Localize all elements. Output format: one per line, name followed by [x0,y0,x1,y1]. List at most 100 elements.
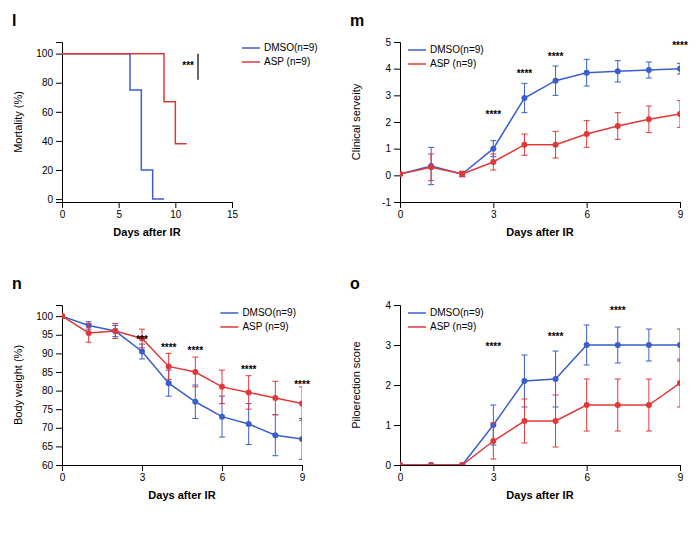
marker [428,462,434,465]
tick: 0 [60,465,66,483]
tick-label: 70 [42,422,54,433]
axis-line [394,43,401,203]
tick-label: 75 [42,404,54,415]
annotation: **** [548,51,564,62]
error-bar [490,154,496,170]
legend-swatch [220,326,238,328]
tick-mark [680,465,681,471]
legend-label: ASP (n=9) [264,56,310,67]
tick-label: 3 [491,472,497,483]
tick: 40 [42,136,62,147]
tick: 10 [170,202,182,220]
marker [192,399,198,405]
marker [521,142,527,148]
marker [615,68,621,74]
panel-label: m [350,12,364,29]
error-bar [272,415,278,456]
marker [553,142,559,148]
marker [521,378,527,384]
marker [272,432,278,438]
plot-area [400,59,680,184]
marker [459,171,465,177]
tick-mark [394,149,400,150]
legend-item: DMSO(n=9) [408,44,484,55]
tick: 60 [42,460,62,471]
tick-mark [394,425,400,426]
tick-label: 90 [42,348,54,359]
y-axis-title: Clinical serveity [350,83,362,160]
tick: 15 [227,202,239,220]
tick-label: 1 [385,143,391,154]
tick: 3 [385,340,400,351]
x-axis-title: Days after IR [148,489,215,501]
marker [459,462,465,465]
annotations: **** **** **** **** [486,40,688,120]
tick-mark [394,345,400,346]
error-bar [219,370,225,403]
error-bar [192,357,198,387]
marker [615,342,621,348]
tick-mark [56,372,62,373]
legend-item: ASP (n=9) [408,58,476,69]
tick-label: 0 [60,472,66,483]
tick-mark [394,42,400,43]
legend: DMSO(n=9) ASP (n=9) [242,42,318,67]
tick-mark [394,465,400,466]
error-bar [553,395,559,447]
tick-label: 6 [584,209,590,220]
plot-area [400,325,680,465]
axis-line [56,306,63,466]
annotation: **** [672,40,688,51]
error-bar [521,83,527,112]
tick-label: 80 [42,77,54,88]
marker [646,402,652,408]
tick: 3 [385,90,400,101]
tick-mark [56,391,62,392]
panel-label: l [12,12,16,29]
annotation: **** [517,68,533,79]
tick-mark [394,175,400,176]
tick-mark [587,202,588,208]
tick: 100 [36,48,62,59]
tick-mark [56,141,62,142]
annotation: **** [548,331,564,342]
axis-line [56,43,63,203]
error-bar [112,324,118,339]
tick-mark [394,385,400,386]
error-bar [428,147,434,184]
tick: 9 [678,202,684,220]
tick: -1 [382,197,400,208]
annotation: *** [182,60,194,71]
marker [584,131,590,137]
legend-item: DMSO(n=9) [242,42,318,53]
error-bar [615,61,621,82]
x-axis-title: Days after IR [506,226,573,238]
tick-mark [680,202,681,208]
error-bar [677,359,680,407]
error-bar [299,387,302,420]
tick: 5 [116,202,122,220]
annotation: **** [486,109,502,120]
tick-mark [56,316,62,317]
tick: 80 [42,385,62,396]
tick-label: 10 [170,209,182,220]
tick-mark [175,202,176,208]
annotation: **** [188,345,204,356]
series-line [400,383,680,465]
marker [192,369,198,375]
legend-swatch [408,63,426,65]
marker [615,402,621,408]
marker [112,328,118,334]
tick-label: 60 [42,460,54,471]
error-bar [521,134,527,155]
tick-label: 9 [678,209,684,220]
legend-swatch [220,312,238,314]
panel-label: n [12,275,22,292]
tick: 0 [385,170,400,181]
tick-label: 0 [60,209,66,220]
axis-line [401,203,681,209]
error-bar [459,171,465,176]
legend-swatch [242,47,260,49]
annotation: *** [136,334,148,345]
legend-label: DMSO(n=9) [264,42,318,53]
